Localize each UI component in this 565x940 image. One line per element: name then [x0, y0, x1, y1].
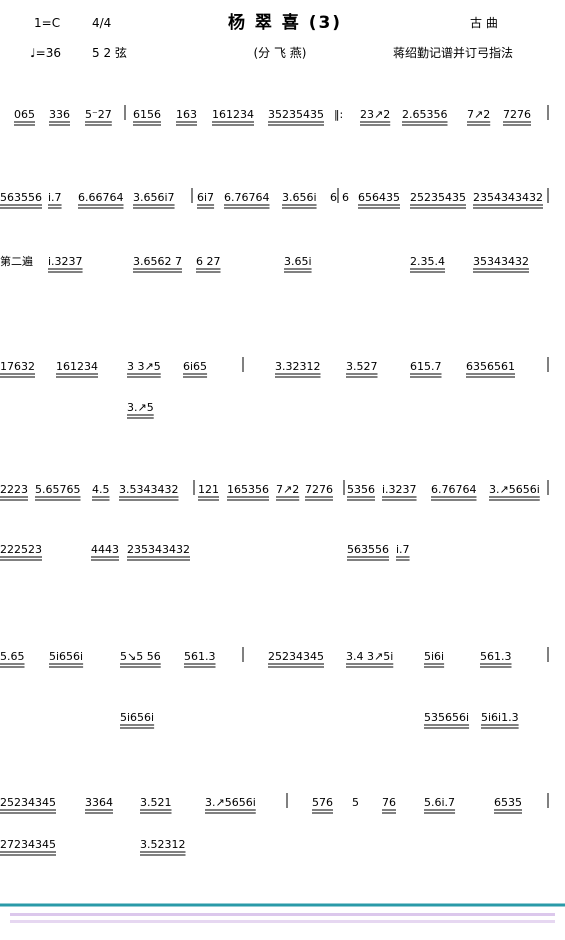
note-group: 6156: [133, 108, 161, 121]
note-group: 3364: [85, 796, 113, 809]
note-group: 563556: [347, 543, 389, 556]
note-group: i.3237: [382, 483, 417, 496]
note-group: 3 3↗5: [127, 360, 161, 373]
note-group: 576: [312, 796, 333, 809]
note-group: 25234345: [268, 650, 324, 663]
note-group: 5i6i1.3: [481, 711, 519, 724]
note-group: 7276: [305, 483, 333, 496]
note-group: 5⁻27: [85, 108, 112, 121]
note-group: 3.65i: [284, 255, 312, 268]
note-group: 5i656i: [49, 650, 83, 663]
note-group: 3.52312: [140, 838, 186, 851]
note-group: 2223: [0, 483, 28, 496]
note-group: 3.↗5: [127, 401, 154, 414]
note-group: 6 27: [196, 255, 221, 268]
note-group: 6.66764: [78, 191, 124, 204]
note-group: i.3237: [48, 255, 83, 268]
note-group: 6.76764: [224, 191, 270, 204]
note-group: 5.65: [0, 650, 25, 663]
subtitle: (分 飞 燕): [254, 46, 307, 60]
note-group: 3.5343432: [119, 483, 179, 496]
note-group: 25234345: [0, 796, 56, 809]
note-group: 5↘5 56: [120, 650, 161, 663]
note-group: 6.76764: [431, 483, 477, 496]
note-group: 第二遍: [0, 254, 33, 268]
tuning: 5 2 弦: [92, 45, 127, 60]
note-group: 3.527: [346, 360, 378, 373]
note-group: 7276: [503, 108, 531, 121]
note-group: 3.521: [140, 796, 172, 809]
note-group: 561.3: [480, 650, 512, 663]
note-group: 3.↗5656i: [205, 796, 256, 809]
note-group: 2.65356: [402, 108, 448, 121]
note-group: 121: [198, 483, 219, 496]
note-group: 163: [176, 108, 197, 121]
title: 杨 翠 喜 (3): [228, 12, 342, 33]
note-group: 23↗2: [360, 108, 390, 121]
note-group: 4443: [91, 543, 119, 556]
note-group: 6: [330, 191, 337, 204]
note-group: 2354343432: [473, 191, 543, 204]
tempo: ♩=36: [30, 46, 61, 60]
note-group: 4.5: [92, 483, 110, 496]
note-group: 6: [342, 191, 349, 204]
note-group: 2.35.4: [410, 255, 445, 268]
note-group: 7↗2: [467, 108, 490, 121]
note-group: i.7: [396, 543, 410, 556]
note-group: i.7: [48, 191, 62, 204]
note-group: 222523: [0, 543, 42, 556]
note-group: 35343432: [473, 255, 529, 268]
note-group: 165356: [227, 483, 269, 496]
note-group: 5: [352, 796, 359, 809]
note-group: 27234345: [0, 838, 56, 851]
genre: 古 曲: [470, 15, 498, 30]
note-group: 065: [14, 108, 35, 121]
note-group: ‖:: [334, 108, 343, 121]
note-group: 3.↗5656i: [489, 483, 540, 496]
note-group: 161234: [56, 360, 98, 373]
note-group: 563556: [0, 191, 42, 204]
note-group: 615.7: [410, 360, 442, 373]
note-group: 5356: [347, 483, 375, 496]
note-group: 161234: [212, 108, 254, 121]
note-group: 336: [49, 108, 70, 121]
note-group: 5.6i.7: [424, 796, 455, 809]
note-group: 7↗2: [276, 483, 299, 496]
note-group: 6535: [494, 796, 522, 809]
note-group: 656435: [358, 191, 400, 204]
note-group: 5i6i: [424, 650, 444, 663]
note-group: 35235435: [268, 108, 324, 121]
note-group: 6i65: [183, 360, 207, 373]
note-group: 3.656i7: [133, 191, 175, 204]
note-group: 6i7: [197, 191, 214, 204]
note-group: 5.65765: [35, 483, 81, 496]
note-group: 17632: [0, 360, 35, 373]
note-group: 3.6562 7: [133, 255, 182, 268]
note-group: 3.4 3↗5i: [346, 650, 393, 663]
footer-ornament: [10, 913, 555, 923]
note-group: 3.656i: [282, 191, 317, 204]
key: 1=C: [34, 16, 60, 30]
meter: 4/4: [92, 16, 111, 30]
note-group: 535656i: [424, 711, 469, 724]
note-group: 561.3: [184, 650, 216, 663]
note-group: 235343432: [127, 543, 190, 556]
note-group: 3.32312: [275, 360, 321, 373]
note-group: 25235435: [410, 191, 466, 204]
note-group: 76: [382, 796, 396, 809]
credit: 蒋绍勤记谱并订弓指法: [393, 45, 513, 60]
note-group: 5i656i: [120, 711, 154, 724]
note-group: 6356561: [466, 360, 515, 373]
